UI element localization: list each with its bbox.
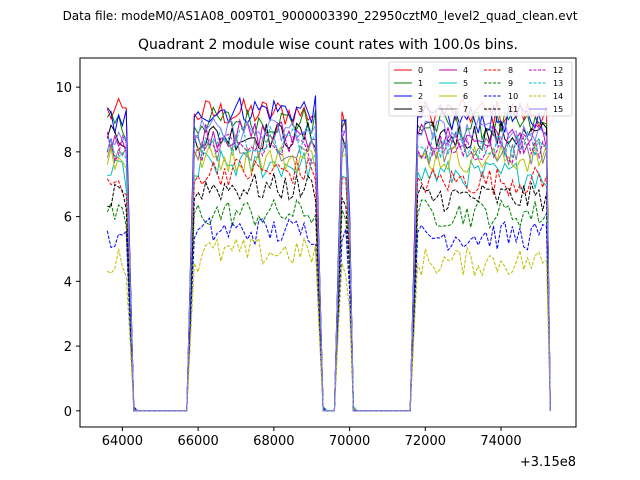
y-tick-label: 0 <box>64 405 72 420</box>
y-axis: 0 2 4 6 8 10 <box>55 81 80 420</box>
x-axis: 64000 66000 68000 70000 72000 74000 <box>102 427 522 449</box>
legend-label: 0 <box>418 66 423 75</box>
legend-label: 11 <box>508 105 518 114</box>
legend-label: 15 <box>553 105 563 114</box>
y-tick-label: 8 <box>64 146 72 161</box>
series-line-10 <box>106 217 551 412</box>
legend-label: 9 <box>508 79 513 88</box>
series-line-15 <box>106 117 551 412</box>
legend-label: 13 <box>553 79 563 88</box>
legend-label: 6 <box>463 92 468 101</box>
y-tick-label: 4 <box>64 275 72 290</box>
legend-box <box>388 61 573 117</box>
suptitle: Data file: modeM0/AS1A08_009T01_90000033… <box>63 9 578 23</box>
x-tick-label: 70000 <box>329 434 370 449</box>
legend-label: 1 <box>418 79 423 88</box>
legend-label: 2 <box>418 92 423 101</box>
series-line-8 <box>106 156 551 412</box>
legend-label: 7 <box>463 105 468 114</box>
legend-label: 4 <box>463 66 468 75</box>
y-tick-label: 6 <box>64 211 72 226</box>
legend-label: 14 <box>553 92 563 101</box>
axes-frame <box>79 57 577 428</box>
legend-label: 8 <box>508 66 513 75</box>
series-line-11 <box>107 172 551 412</box>
x-tick-label: 68000 <box>253 434 294 449</box>
legend-label: 10 <box>508 92 518 101</box>
chart-title: Quadrant 2 module wise count rates with … <box>138 37 518 53</box>
legend-label: 12 <box>553 66 563 75</box>
series-line-3 <box>106 121 551 412</box>
x-tick-label: 64000 <box>102 434 143 449</box>
x-tick-label: 74000 <box>480 434 521 449</box>
series-line-14 <box>107 236 551 412</box>
series-line-9 <box>106 198 551 412</box>
x-offset-label: +3.15e8 <box>520 455 576 470</box>
y-tick-label: 10 <box>55 81 72 96</box>
series-line-1 <box>106 106 551 412</box>
legend-label: 3 <box>418 105 423 114</box>
series-line-5 <box>107 148 551 412</box>
legend-label: 5 <box>463 79 468 88</box>
x-tick-label: 66000 <box>177 434 218 449</box>
series-line-6 <box>106 144 551 412</box>
y-tick-label: 2 <box>64 340 72 355</box>
x-tick-label: 72000 <box>405 434 446 449</box>
plot-lines <box>106 95 551 412</box>
